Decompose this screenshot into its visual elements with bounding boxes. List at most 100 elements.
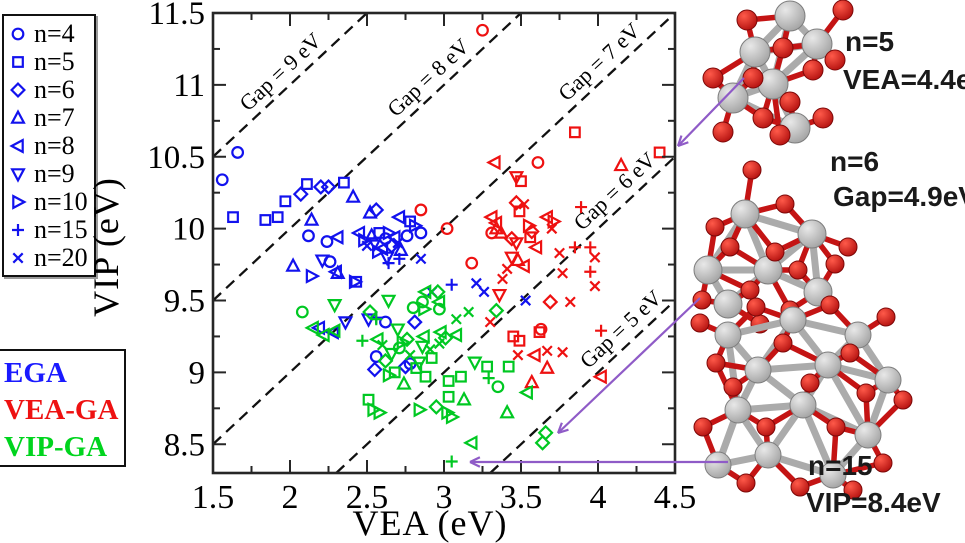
oxygen-atom	[820, 295, 840, 315]
scatter-point	[518, 384, 533, 401]
oxygen-atom	[712, 121, 734, 143]
scatter-point	[415, 328, 430, 345]
series-VEA-GA	[414, 23, 666, 389]
scatter-point	[527, 239, 543, 256]
scatter-point	[415, 253, 427, 265]
scatter-point	[595, 324, 608, 337]
oxygen-atom	[736, 9, 758, 31]
scatter-point	[338, 176, 350, 189]
gap-line-label-9: Gap = 9 eV	[234, 28, 326, 116]
gap-line-label-8: Gap = 8 eV	[382, 33, 474, 121]
y-tick-label: 10	[172, 212, 205, 248]
legend-marker-icon	[12, 224, 24, 236]
x-tick-label: 2.5	[346, 479, 389, 516]
metal-atom	[693, 255, 723, 285]
scatter-point	[379, 251, 395, 267]
scatter-point	[362, 304, 379, 320]
annotation-n6-gap: Gap=4.9eV	[833, 181, 965, 212]
oxygen-atom	[705, 217, 725, 237]
oxygen-atom	[693, 417, 713, 437]
oxygen-atom	[765, 242, 785, 262]
scatter-point	[404, 349, 416, 361]
series-legend: EGA VEA-GA VIP-GA	[0, 349, 126, 467]
series-legend-vip-ga: VIP-GA	[4, 431, 108, 463]
scatter-point	[382, 367, 398, 383]
scatter-point	[304, 320, 319, 336]
metal-atom	[739, 36, 771, 68]
scatter-point	[396, 375, 412, 390]
cluster-size-legend: n=4 n=5 n=6 n=7 n=8 n=9 n=10 n=15 n=20	[2, 14, 96, 277]
scatter-point	[488, 302, 505, 319]
scatter-point	[10, 82, 26, 98]
scatter-point	[499, 403, 515, 419]
scatter-point	[390, 323, 406, 338]
scatter-point	[445, 409, 461, 425]
scatter-point	[337, 316, 354, 331]
scatter-point	[9, 138, 24, 154]
scatter-point	[482, 372, 495, 385]
scatter-point	[356, 334, 369, 347]
x-tick-label: 3.5	[500, 479, 543, 516]
scatter-point	[575, 201, 588, 214]
oxygen-atom	[840, 343, 860, 363]
legend-item-label: n=8	[34, 131, 75, 160]
scatter-point	[418, 301, 433, 317]
scatter-point	[486, 154, 501, 171]
scatter-point	[326, 299, 343, 314]
oxygen-atom	[856, 383, 876, 403]
cluster-n5	[702, 0, 854, 146]
oxygen-atom	[779, 91, 801, 113]
oxygen-atom	[702, 67, 724, 89]
scatter-point	[373, 404, 389, 421]
scatter-point	[425, 352, 438, 364]
scatter-point	[320, 235, 334, 248]
annotation-arrow-2	[556, 297, 701, 435]
scatter-point	[393, 241, 409, 256]
oxygen-atom	[832, 0, 854, 21]
metal-atom	[704, 451, 732, 479]
scatter-point	[350, 275, 363, 288]
metal-atom	[819, 461, 847, 489]
cluster-n6	[692, 160, 858, 334]
scatter-point	[348, 274, 364, 290]
legend-item-n-15: n=15	[9, 215, 94, 244]
scatter-point	[325, 322, 341, 339]
scatter-point	[302, 229, 315, 243]
scatter-point	[503, 230, 520, 247]
metal-atom	[744, 356, 772, 384]
legend-item-n-20: n=20	[9, 243, 94, 272]
scatter-point	[259, 214, 272, 226]
metal-atom	[874, 366, 902, 394]
oxygen-atom	[706, 353, 726, 373]
scatter-point	[463, 306, 475, 318]
oxygen-atom	[788, 260, 808, 280]
scatter-point	[369, 350, 383, 363]
scatter-point	[366, 361, 383, 378]
scatter-point	[523, 223, 540, 240]
scatter-point	[512, 349, 524, 361]
scatter-point	[416, 295, 429, 309]
x-tick-label: 4	[590, 479, 607, 516]
scatter-point	[414, 226, 428, 240]
scatter-point	[10, 109, 26, 124]
scatter-point	[285, 257, 301, 272]
scatter-point	[455, 370, 467, 383]
scatter-point	[584, 265, 597, 278]
scatter-point	[414, 340, 431, 356]
oxygen-atom	[692, 290, 712, 310]
metal-atom	[730, 199, 760, 229]
scatter-point	[271, 211, 284, 224]
scatter-point	[557, 267, 569, 279]
scatter-point	[411, 356, 428, 372]
scatter-point	[227, 211, 239, 224]
oxygen-atom	[690, 313, 710, 333]
scatter-point	[231, 146, 245, 159]
y-tick-label: 11	[173, 68, 205, 104]
metal-atom	[714, 321, 742, 349]
legend-item-n-10: n=10	[9, 187, 94, 216]
oxygen-atom	[825, 254, 845, 274]
legend-item-n-9: n=9	[9, 159, 94, 188]
oxygen-atom	[769, 124, 791, 146]
legend-item-n-6: n=6	[9, 75, 94, 104]
